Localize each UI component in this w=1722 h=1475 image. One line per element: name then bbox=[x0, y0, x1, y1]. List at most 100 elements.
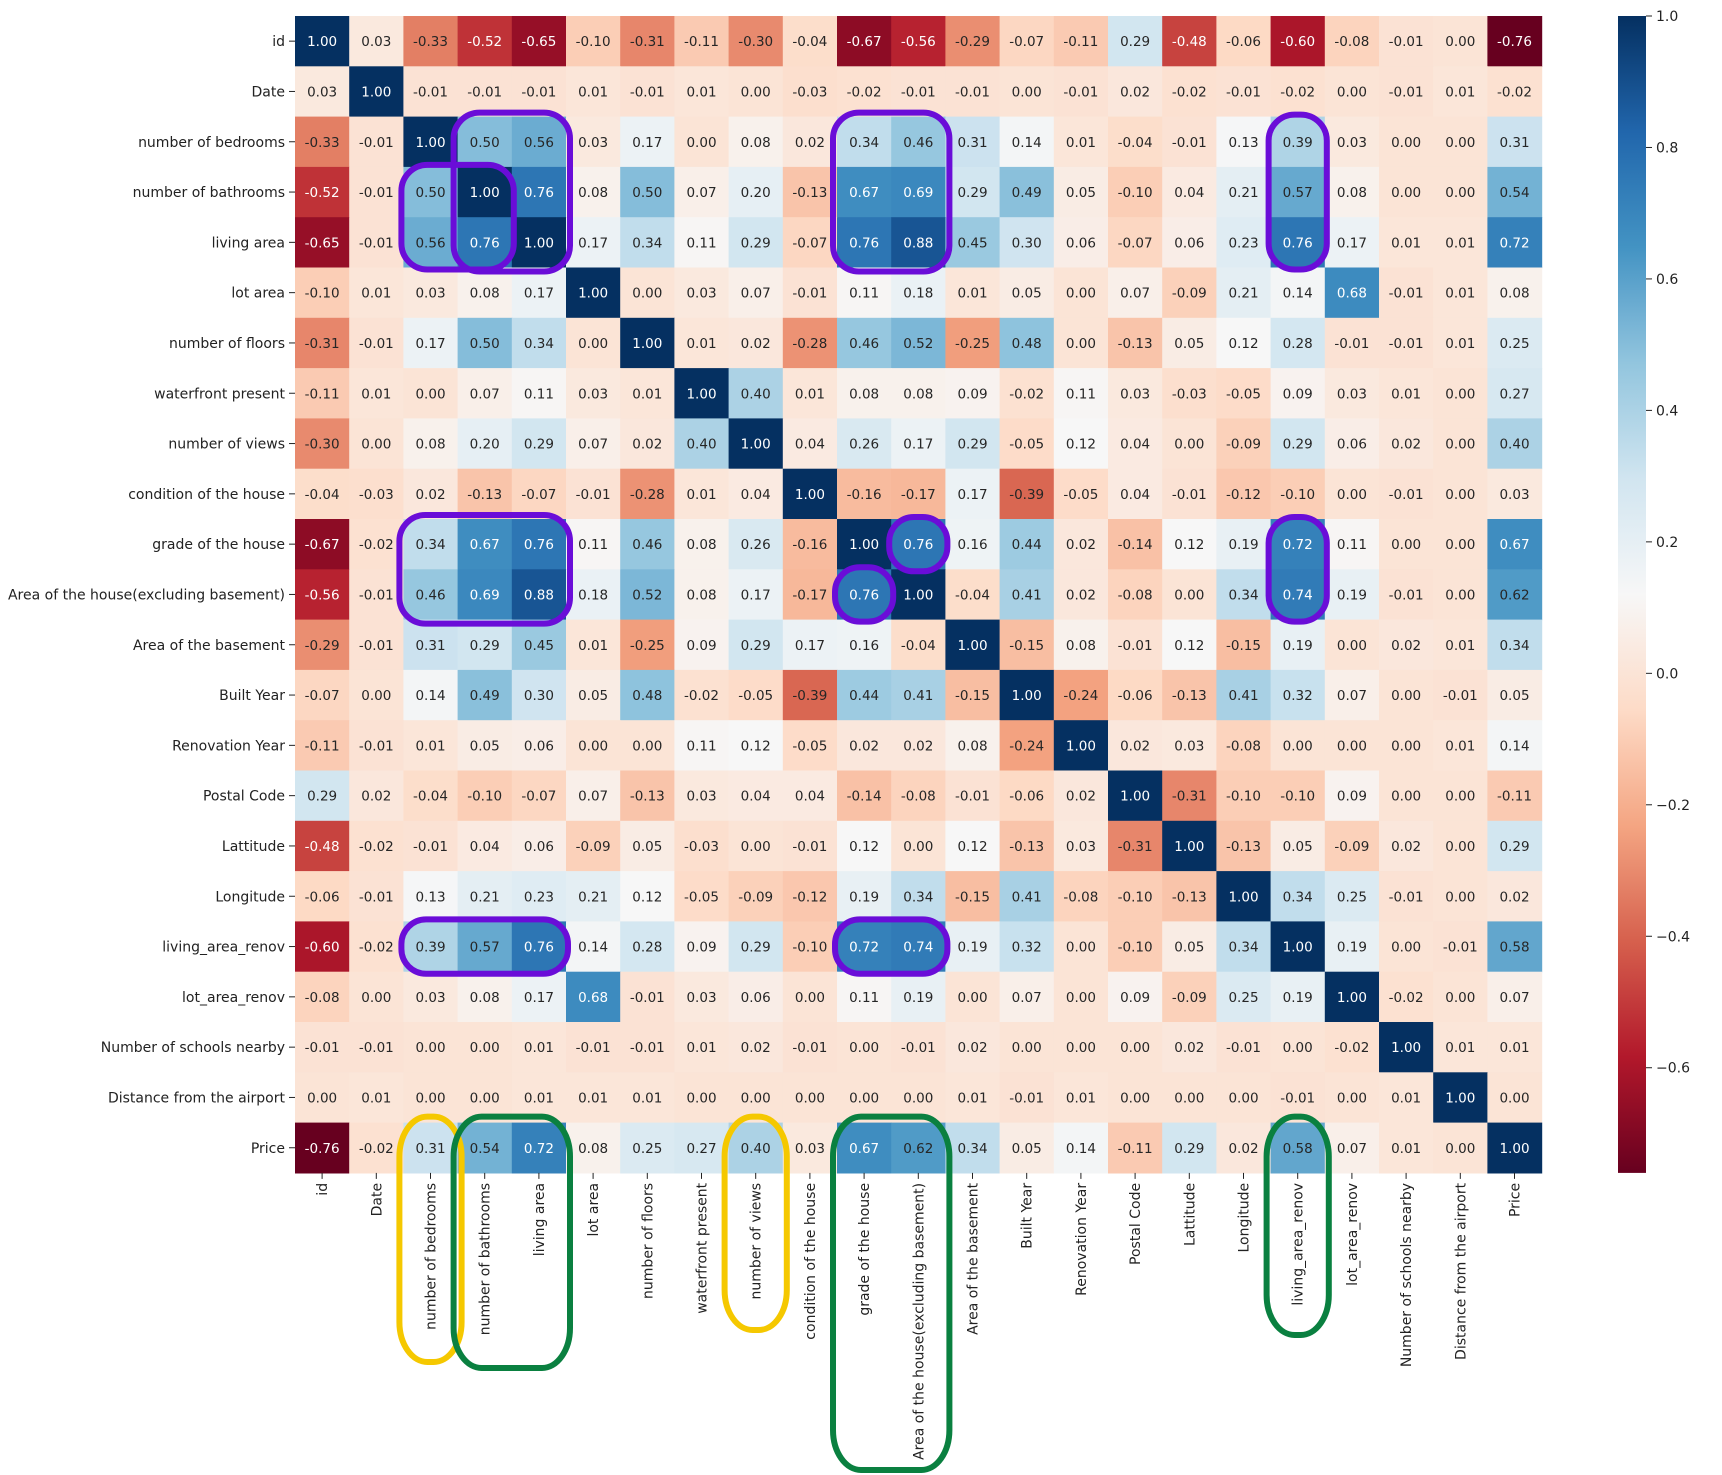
cell-value: -0.48 bbox=[1172, 34, 1207, 50]
heatmap-cell bbox=[1053, 971, 1109, 1023]
heatmap-cell bbox=[349, 16, 404, 67]
row-label: living area bbox=[212, 235, 285, 251]
row-label: number of bathrooms bbox=[133, 185, 285, 201]
cell-value: 0.12 bbox=[741, 738, 771, 754]
heatmap-cell bbox=[566, 519, 621, 570]
cell-value: -0.15 bbox=[955, 889, 990, 905]
cell-value: -0.05 bbox=[792, 738, 827, 754]
cell-value: 0.02 bbox=[361, 789, 391, 805]
cell-value: 0.21 bbox=[1228, 286, 1258, 302]
cell-value: 0.11 bbox=[686, 235, 716, 251]
cell-value: 0.76 bbox=[849, 587, 879, 603]
cell-value: 0.09 bbox=[1120, 990, 1150, 1006]
heatmap-cell bbox=[945, 267, 1001, 319]
heatmap-cell bbox=[837, 317, 892, 369]
heatmap-cell bbox=[1324, 418, 1380, 470]
cell-value: 0.00 bbox=[1066, 1040, 1096, 1056]
cell-value: 0.01 bbox=[524, 1090, 554, 1106]
heatmap-cell bbox=[1053, 1072, 1109, 1124]
heatmap-cell bbox=[1270, 317, 1326, 369]
cell-value: 0.03 bbox=[578, 386, 608, 402]
cell-value: -0.04 bbox=[1118, 135, 1153, 151]
cell-value: -0.39 bbox=[1009, 487, 1044, 503]
heatmap-cell bbox=[457, 418, 513, 470]
heatmap-cell bbox=[945, 921, 1001, 973]
column-label: Price bbox=[1508, 1183, 1524, 1217]
annotation-loop bbox=[396, 1113, 465, 1365]
cell-value: 0.12 bbox=[849, 839, 879, 855]
cell-value: 0.03 bbox=[1337, 386, 1367, 402]
cell-value: -0.65 bbox=[305, 235, 340, 251]
cell-value: -0.01 bbox=[630, 84, 665, 100]
heatmap-cell bbox=[891, 468, 946, 520]
heatmap-cell bbox=[295, 368, 350, 419]
heatmap-cell bbox=[1324, 519, 1380, 570]
heatmap-cell bbox=[674, 971, 730, 1023]
cell-value: -0.10 bbox=[1226, 789, 1261, 805]
cell-value: -0.02 bbox=[359, 839, 394, 855]
cell-value: 0.09 bbox=[957, 386, 987, 402]
cell-value: 0.57 bbox=[470, 940, 500, 956]
cell-value: -0.01 bbox=[1389, 487, 1424, 503]
heatmap-cell bbox=[1053, 368, 1109, 419]
cell-value: 0.01 bbox=[1445, 336, 1475, 352]
cell-value: 0.17 bbox=[903, 437, 933, 453]
cell-value: 0.07 bbox=[1120, 286, 1150, 302]
heatmap-cell bbox=[999, 267, 1055, 319]
cell-value: 0.50 bbox=[470, 336, 500, 352]
heatmap-cell bbox=[295, 619, 350, 671]
heatmap-cell bbox=[837, 971, 892, 1023]
cell-value: -0.01 bbox=[467, 84, 502, 100]
heatmap-cell bbox=[457, 871, 513, 922]
heatmap-cell bbox=[1162, 1122, 1217, 1174]
cell-value: 0.06 bbox=[524, 839, 554, 855]
heatmap-cell bbox=[349, 1122, 404, 1174]
cell-value: 1.00 bbox=[578, 286, 608, 302]
heatmap-cell bbox=[511, 66, 567, 118]
cell-value: 0.00 bbox=[1445, 889, 1475, 905]
cell-value: -0.33 bbox=[413, 34, 448, 50]
heatmap-cell bbox=[1053, 669, 1109, 721]
cell-value: 0.07 bbox=[470, 386, 500, 402]
heatmap-cell bbox=[674, 1022, 730, 1073]
heatmap-cell bbox=[1270, 418, 1326, 470]
heatmap-cell bbox=[349, 267, 404, 319]
annotation-circle bbox=[1265, 514, 1330, 625]
cell-value: -0.52 bbox=[305, 185, 340, 201]
cell-value: 0.12 bbox=[957, 839, 987, 855]
cell-value: 0.00 bbox=[1391, 738, 1421, 754]
heatmap-cell bbox=[837, 871, 892, 922]
cell-value: -0.76 bbox=[305, 1141, 340, 1157]
cell-value: -0.01 bbox=[359, 738, 394, 754]
cell-value: 0.00 bbox=[741, 84, 771, 100]
cell-value: 0.29 bbox=[1283, 437, 1313, 453]
heatmap-cell bbox=[999, 519, 1055, 570]
cell-value: -0.01 bbox=[1334, 336, 1369, 352]
cell-value: 0.25 bbox=[1499, 336, 1529, 352]
heatmap-cell bbox=[891, 921, 946, 973]
cell-value: -0.01 bbox=[413, 839, 448, 855]
heatmap-cell bbox=[1162, 16, 1217, 67]
cell-value: 0.00 bbox=[1120, 1090, 1150, 1106]
cell-value: 0.00 bbox=[686, 135, 716, 151]
cell-value: -0.09 bbox=[576, 839, 611, 855]
heatmap-cell bbox=[1162, 669, 1217, 721]
heatmap-cell bbox=[1324, 66, 1380, 118]
heatmap-cell bbox=[945, 1122, 1001, 1174]
column-label: Distance from the airport bbox=[1453, 1182, 1469, 1360]
cell-value: 0.00 bbox=[1337, 638, 1367, 654]
heatmap-cell bbox=[782, 116, 838, 168]
cell-value: 0.17 bbox=[741, 587, 771, 603]
heatmap-cell bbox=[1270, 921, 1326, 973]
heatmap-cell bbox=[999, 66, 1055, 118]
heatmap-cell bbox=[891, 669, 946, 721]
cell-value: -0.01 bbox=[359, 1040, 394, 1056]
heatmap-cell bbox=[566, 820, 621, 872]
cell-value: 0.01 bbox=[1445, 235, 1475, 251]
heatmap-cell bbox=[620, 468, 675, 520]
heatmap-cell bbox=[1487, 871, 1543, 922]
cell-value: 0.31 bbox=[1499, 135, 1529, 151]
heatmap-cell bbox=[945, 418, 1001, 470]
cell-value: 0.08 bbox=[578, 1141, 608, 1157]
heatmap-cell bbox=[1433, 1022, 1488, 1073]
